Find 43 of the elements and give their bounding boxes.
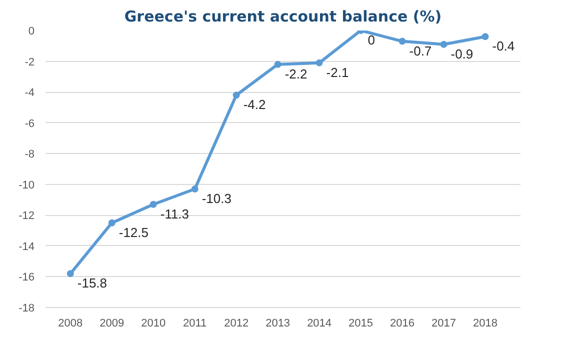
y-tick-label: -10 xyxy=(18,179,35,192)
data-label: -0.9 xyxy=(450,46,474,62)
data-label: -0.7 xyxy=(409,43,432,58)
data-label: 0 xyxy=(368,32,376,48)
y-tick-label: -14 xyxy=(18,240,35,253)
x-tick-label: 2017 xyxy=(432,318,456,330)
point xyxy=(232,92,240,99)
x-tick-label: 2011 xyxy=(183,318,207,330)
point xyxy=(150,200,157,208)
y-tick-label: 0 xyxy=(28,26,35,38)
data-label: -0.4 xyxy=(492,38,515,54)
point xyxy=(398,38,406,45)
x-tick-label: 2016 xyxy=(390,318,415,330)
x-tick-label: 2012 xyxy=(224,318,249,330)
point xyxy=(66,270,74,278)
y-tick-label: -18 xyxy=(18,302,35,314)
y-tick-label: -16 xyxy=(18,272,35,284)
data-label: -2.1 xyxy=(326,64,349,80)
y-tick-label: -4 xyxy=(24,87,34,100)
point xyxy=(482,33,489,40)
point xyxy=(440,40,448,48)
y-tick-label: -6 xyxy=(24,118,34,130)
data-label: -12.5 xyxy=(118,224,149,240)
x-tick-label: 2010 xyxy=(141,318,166,330)
x-tick-label: 2008 xyxy=(58,318,83,330)
x-tick-label: 2018 xyxy=(473,318,498,330)
point xyxy=(316,59,323,66)
chart-title: Greece's current account balance (%) xyxy=(124,8,442,26)
data-label: -15.8 xyxy=(77,276,108,291)
x-tick-label: 2015 xyxy=(348,318,374,330)
data-label: -2.2 xyxy=(284,66,308,82)
x-tick-label: 2014 xyxy=(307,318,332,330)
data-label: -10.3 xyxy=(202,191,232,206)
y-tick-label: -12 xyxy=(18,210,35,222)
data-label: -4.2 xyxy=(243,97,266,112)
data-label: -11.3 xyxy=(160,206,190,222)
point xyxy=(191,186,198,192)
x-tick-label: 2009 xyxy=(100,318,124,330)
y-tick-label: -2 xyxy=(24,56,34,68)
y-tick-label: -8 xyxy=(24,148,34,161)
point xyxy=(274,60,282,68)
point xyxy=(108,219,116,226)
x-tick-label: 2013 xyxy=(266,318,290,330)
